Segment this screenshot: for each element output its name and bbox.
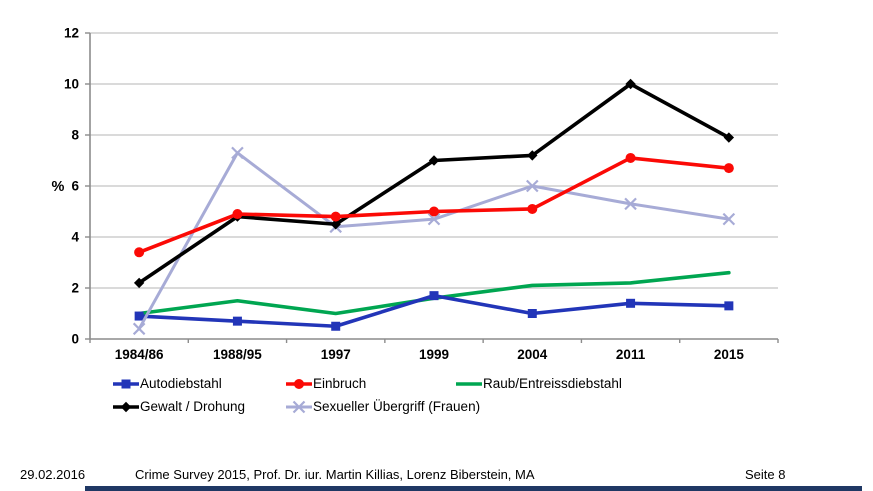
data-point-gewalt-drohung xyxy=(330,219,341,230)
crime-trends-line-chart: 0 2 4 6 8 10 12 1984/86 1988/95 1997 1999 2004 2011 2… xyxy=(52,26,779,362)
y-axis-tick-label: 12 xyxy=(64,26,79,41)
legend-swatch xyxy=(286,400,312,413)
legend-label: Einbruch xyxy=(313,376,367,391)
data-point-autodiebstahl xyxy=(724,301,734,311)
legend-swatch xyxy=(286,378,312,389)
data-point-autodiebstahl xyxy=(331,321,341,331)
x-axis-category-label: 1988/95 xyxy=(213,347,262,362)
y-axis-tick-label: 6 xyxy=(71,179,79,194)
data-point-einbruch xyxy=(723,163,734,174)
data-point-gewalt-drohung xyxy=(723,132,735,143)
data-point-gewalt-drohung xyxy=(428,155,440,166)
data-point-sexueller-bergriff-frauen xyxy=(427,212,441,226)
legend-swatch xyxy=(456,381,482,386)
footer-source-text: Crime Survey 2015, Prof. Dr. iur. Martin… xyxy=(135,467,535,482)
data-point-einbruch xyxy=(625,152,636,163)
x-axis-category-label: 2015 xyxy=(714,347,745,362)
x-axis-category-label: 2011 xyxy=(616,347,646,362)
y-axis-tick-label: 8 xyxy=(71,128,79,143)
data-point-einbruch xyxy=(429,206,439,217)
data-point-gewalt-drohung xyxy=(625,78,636,90)
legend-marker xyxy=(120,401,132,412)
legend-item-sexueller-bergriff-frauen: Sexueller Übergriff (Frauen) xyxy=(286,399,480,414)
footer-accent-bar xyxy=(85,486,862,491)
data-point-gewalt-drohung xyxy=(527,150,538,161)
data-point-autodiebstahl xyxy=(134,311,144,321)
footer-date: 29.02.2016 xyxy=(20,467,86,482)
legend-marker xyxy=(294,378,304,389)
legend-item-autodiebstahl: Autodiebstahl xyxy=(113,376,222,391)
legend-item-gewalt-drohung: Gewalt / Drohung xyxy=(113,399,245,414)
data-point-einbruch xyxy=(527,203,538,214)
y-axis-tick-label: 0 xyxy=(71,332,79,347)
x-axis-category-label: 1984/86 xyxy=(115,347,164,362)
y-axis-tick-label: 4 xyxy=(71,230,79,245)
data-point-sexueller-bergriff-frauen xyxy=(231,146,244,160)
y-axis-unit-label: % xyxy=(52,179,65,195)
legend-label: Autodiebstahl xyxy=(140,376,222,391)
data-point-einbruch xyxy=(134,247,145,258)
data-point-sexueller-bergriff-frauen xyxy=(526,179,539,193)
legend-swatch xyxy=(113,379,139,388)
data-point-einbruch xyxy=(330,211,341,222)
x-axis-category-label: 2004 xyxy=(517,347,548,362)
x-axis-category-label: 1999 xyxy=(419,347,449,362)
data-point-autodiebstahl xyxy=(429,291,439,301)
data-point-autodiebstahl xyxy=(527,309,537,318)
data-point-sexueller-bergriff-frauen xyxy=(132,322,146,336)
legend-item-raub-entreissdiebstahl: Raub/Entreissdiebstahl xyxy=(456,376,622,391)
footer-page-number: Seite 8 xyxy=(745,467,786,482)
y-axis-tick-label: 2 xyxy=(71,281,79,296)
legend-label: Sexueller Übergriff (Frauen) xyxy=(313,399,481,414)
x-axis-category-label: 1997 xyxy=(321,347,351,362)
data-point-autodiebstahl xyxy=(626,298,636,308)
legend-label: Raub/Entreissdiebstahl xyxy=(483,376,622,391)
legend-swatch xyxy=(113,401,139,412)
data-point-einbruch xyxy=(232,209,243,220)
legend-label: Gewalt / Drohung xyxy=(140,399,246,414)
legend-item-einbruch: Einbruch xyxy=(286,376,366,391)
legend-marker xyxy=(121,379,131,388)
y-axis-tick-label: 10 xyxy=(64,77,79,92)
series-line-gewalt-drohung xyxy=(137,82,731,285)
data-point-autodiebstahl xyxy=(232,316,242,326)
data-point-sexueller-bergriff-frauen xyxy=(624,197,637,211)
legend-marker xyxy=(292,400,306,413)
data-point-sexueller-bergriff-frauen xyxy=(722,212,736,226)
data-point-gewalt-drohung xyxy=(133,277,145,289)
